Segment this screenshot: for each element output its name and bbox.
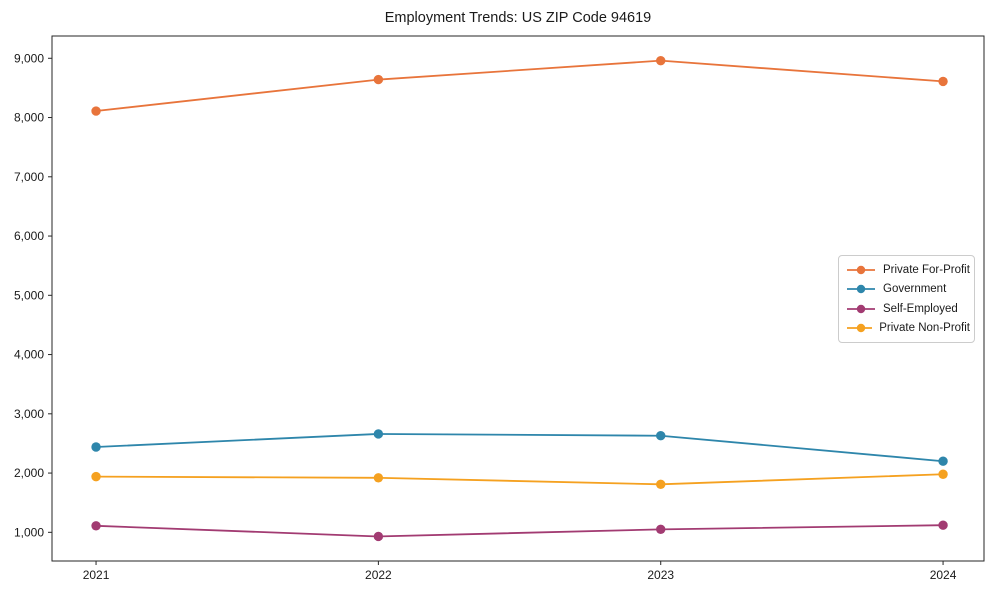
plot-border xyxy=(51,35,985,562)
y-tick-label: 9,000 xyxy=(14,51,44,65)
data-point-marker xyxy=(938,456,948,466)
y-tick-label: 7,000 xyxy=(14,170,44,184)
legend-item: Private For-Profit xyxy=(846,264,970,276)
legend-label: Private Non-Profit xyxy=(879,322,970,335)
y-tick-label: 2,000 xyxy=(14,466,44,480)
data-point-marker xyxy=(373,74,384,85)
legend-line-marker-icon xyxy=(847,285,875,294)
data-point-marker xyxy=(373,429,384,439)
data-point-marker xyxy=(656,55,666,66)
y-tick-label: 6,000 xyxy=(14,229,44,243)
x-tick-label: 2024 xyxy=(930,568,957,582)
data-point-marker xyxy=(938,76,948,87)
data-point-marker xyxy=(938,469,948,479)
y-tick-label: 5,000 xyxy=(14,288,44,302)
data-point-marker xyxy=(373,473,384,483)
legend-line-marker-icon xyxy=(847,324,873,333)
data-point-marker xyxy=(373,531,384,542)
legend-label: Government xyxy=(883,283,947,296)
y-tick-label: 4,000 xyxy=(14,348,44,362)
legend-item: Government xyxy=(846,283,970,295)
y-tick-label: 3,000 xyxy=(14,407,44,421)
data-point-marker xyxy=(656,524,666,535)
legend-item: Self-Employed xyxy=(846,303,970,315)
data-point-marker xyxy=(91,471,101,482)
series-line xyxy=(96,524,944,538)
legend-line-marker-icon xyxy=(847,265,875,274)
legend-label: Self-Employed xyxy=(883,302,958,315)
chart-title: Employment Trends: US ZIP Code 94619 xyxy=(384,10,652,26)
y-tick-label: 1,000 xyxy=(14,525,44,539)
legend-item: Private Non-Profit xyxy=(846,322,970,334)
y-tick-label: 8,000 xyxy=(14,111,44,125)
x-tick-label: 2021 xyxy=(83,568,110,582)
legend-label: Private For-Profit xyxy=(883,263,970,276)
data-point-marker xyxy=(91,521,101,531)
data-point-marker xyxy=(656,431,666,441)
x-tick-label: 2022 xyxy=(365,568,392,582)
data-point-marker xyxy=(91,442,101,452)
x-tick-label: 2023 xyxy=(647,568,674,582)
data-point-marker xyxy=(91,106,101,116)
legend-line-marker-icon xyxy=(847,304,875,313)
series-line xyxy=(96,433,944,463)
data-point-marker xyxy=(938,520,948,530)
data-point-marker xyxy=(656,479,666,490)
series-line xyxy=(95,59,944,112)
legend: Private For-Profit Government Self-Employe… xyxy=(838,255,975,343)
series-line xyxy=(96,473,944,486)
